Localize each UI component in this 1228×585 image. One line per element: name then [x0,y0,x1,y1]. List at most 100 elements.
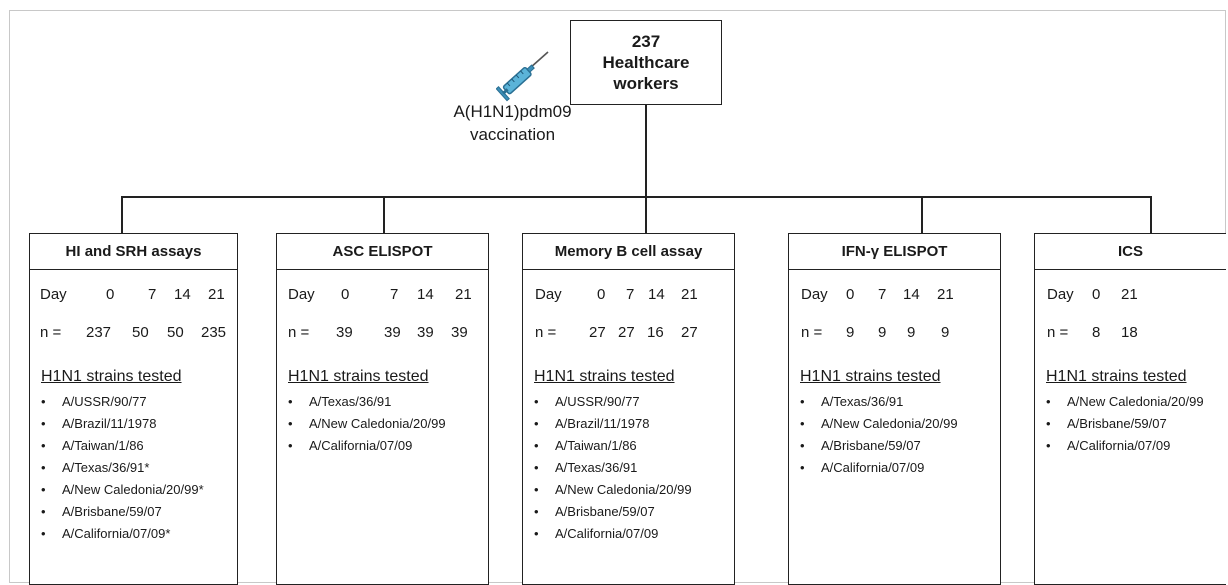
strain-item: A/Brazil/11/1978 [534,413,734,435]
strain-item: A/New Caledonia/20/99* [41,479,237,501]
panel-title: HI and SRH assays [30,234,237,270]
day-value: 0 [597,286,606,303]
strains-heading: H1N1 strains tested [288,368,429,385]
connector-trunk [645,105,647,197]
n-value: 9 [941,324,950,341]
strain-item: A/Texas/36/91 [288,391,488,413]
n-value: 235 [201,324,227,341]
n-label: n = [1047,324,1069,341]
strain-item: A/New Caledonia/20/99 [1046,391,1226,413]
strain-item: A/Texas/36/91* [41,457,237,479]
n-label: n = [288,324,310,341]
strain-list: A/Texas/36/91 A/New Caledonia/20/99 A/Br… [789,391,1000,479]
strains-heading: H1N1 strains tested [1046,368,1187,385]
n-row: n = 9 9 9 9 [789,324,1000,346]
day-value: 21 [455,286,472,303]
strain-item: A/USSR/90/77 [41,391,237,413]
day-value: 7 [878,286,887,303]
participant-count: 237 [631,32,661,51]
strain-item: A/California/07/09 [1046,435,1226,457]
strain-item: A/New Caledonia/20/99 [534,479,734,501]
strain-item: A/California/07/09* [41,523,237,545]
strain-item: A/Taiwan/1/86 [41,435,237,457]
day-value: 21 [937,286,954,303]
day-value: 7 [626,286,635,303]
n-row: n = 39 39 39 39 [277,324,488,346]
n-value: 9 [878,324,887,341]
strain-item: A/California/07/09 [800,457,1000,479]
day-value: 21 [1121,286,1138,303]
strain-list: A/USSR/90/77 A/Brazil/11/1978 A/Taiwan/1… [30,391,237,545]
days-row: Day 0 21 [1035,286,1226,308]
n-value: 39 [451,324,468,341]
panel-title: IFN-γ ELISPOT [789,234,1000,270]
strain-list: A/New Caledonia/20/99 A/Brisbane/59/07 A… [1035,391,1226,457]
panel-ics: ICS Day 0 21 n = 8 18 H1N1 strains teste… [1034,233,1226,585]
day-value: 7 [148,286,157,303]
n-value: 27 [589,324,606,341]
day-value: 14 [174,286,191,303]
panel-asc-elispot: ASC ELISPOT Day 0 7 14 21 n = 39 39 39 3… [276,233,489,585]
connector-horizontal [121,196,1152,198]
day-value: 21 [208,286,225,303]
strain-item: A/Brisbane/59/07 [41,501,237,523]
n-value: 50 [167,324,184,341]
strain-item: A/Brazil/11/1978 [41,413,237,435]
day-value: 21 [681,286,698,303]
n-value: 8 [1092,324,1101,341]
days-row: Day 0 7 14 21 [30,286,237,308]
n-value: 237 [86,324,112,341]
healthcare-workers-box: 237 Healthcare workers [570,20,722,105]
n-label: n = [535,324,557,341]
participant-label-1: Healthcare [602,53,690,72]
day-label: Day [801,286,828,303]
syringe-icon [496,51,549,102]
strains-heading: H1N1 strains tested [800,368,941,385]
strain-item: A/California/07/09 [288,435,488,457]
vaccination-word: vaccination [469,125,556,144]
vaccination-label: A(H1N1)pdm09 vaccination [430,100,595,146]
days-row: Day 0 7 14 21 [523,286,734,308]
panel-title: ASC ELISPOT [277,234,488,270]
n-value: 16 [647,324,664,341]
day-value: 0 [341,286,350,303]
n-value: 50 [132,324,149,341]
n-value: 9 [846,324,855,341]
day-value: 14 [903,286,920,303]
day-value: 0 [106,286,115,303]
strains-heading: H1N1 strains tested [534,368,675,385]
strain-item: A/California/07/09 [534,523,734,545]
day-value: 0 [1092,286,1101,303]
day-label: Day [1047,286,1074,303]
strain-item: A/Brisbane/59/07 [534,501,734,523]
n-row: n = 237 50 50 235 [30,324,237,346]
day-value: 14 [648,286,665,303]
n-value: 27 [618,324,635,341]
strain-item: A/Texas/36/91 [800,391,1000,413]
n-value: 39 [336,324,353,341]
n-value: 18 [1121,324,1138,341]
strain-list: A/Texas/36/91 A/New Caledonia/20/99 A/Ca… [277,391,488,457]
n-label: n = [40,324,62,341]
strain-item: A/Taiwan/1/86 [534,435,734,457]
connector-drop-hi [121,196,123,234]
connector-drop-ics [1150,196,1152,234]
participant-label-2: workers [613,74,679,93]
connector-drop-ifn [921,196,923,234]
panel-ifn-elispot: IFN-γ ELISPOT Day 0 7 14 21 n = 9 9 9 9 … [788,233,1001,585]
n-row: n = 27 27 16 27 [523,324,734,346]
day-value: 7 [390,286,399,303]
day-label: Day [40,286,67,303]
strain-item: A/New Caledonia/20/99 [288,413,488,435]
n-value: 27 [681,324,698,341]
day-label: Day [288,286,315,303]
panel-title: ICS [1035,234,1226,270]
day-value: 14 [417,286,434,303]
panel-title: Memory B cell assay [523,234,734,270]
connector-drop-memory [645,196,647,234]
days-row: Day 0 7 14 21 [789,286,1000,308]
panel-memory-b-cell: Memory B cell assay Day 0 7 14 21 n = 27… [522,233,735,585]
strain-item: A/USSR/90/77 [534,391,734,413]
panel-hi-srh: HI and SRH assays Day 0 7 14 21 n = 237 … [29,233,238,585]
n-value: 39 [417,324,434,341]
